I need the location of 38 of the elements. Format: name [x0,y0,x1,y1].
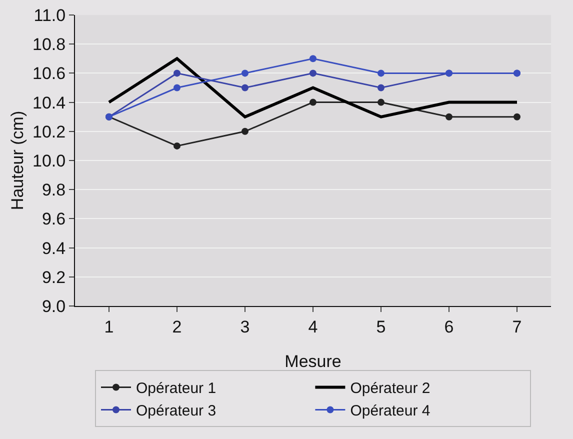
legend-label: Opérateur 2 [350,380,430,398]
y-tick-label: 9.6 [42,210,66,229]
y-tick-label: 11.0 [34,6,66,25]
y-tick-label: 10.2 [32,122,66,142]
y-tick-label: 10.0 [32,151,66,170]
x-tick-label: 2 [172,317,182,336]
y-tick-label: 9.0 [42,296,66,316]
point [378,84,384,92]
x-tick-label: 3 [240,317,250,336]
point [310,98,316,106]
point [242,84,248,92]
point [378,70,384,77]
x-tick-label: 4 [308,317,318,336]
point [174,70,180,77]
x-tick-label: 5 [376,317,386,336]
y-tick-label: 9.8 [42,180,66,200]
point [310,70,316,77]
x-tick-label: 1 [104,317,114,336]
point [514,113,520,120]
point [378,98,384,106]
x-axis-title: Mesure [284,352,342,371]
legend-label: Opérateur 4 [350,402,430,420]
x-tick-label: 7 [512,317,522,336]
legend-label: Opérateur 1 [136,380,216,398]
x-tick-label: 6 [444,317,454,336]
y-tick-label: 10.8 [32,35,66,54]
point [242,128,248,135]
y-tick-label: 10.6 [32,64,66,84]
y-tick-label: 9.4 [42,238,66,258]
y-axis-title: Hauteur (cm) [8,110,28,210]
point [446,113,452,120]
y-tick-label: 9.2 [42,268,66,287]
point [310,55,316,62]
legend-label: Opérateur 3 [136,402,216,420]
point [174,84,180,92]
y-tick-label: 10.4 [32,93,66,112]
point [174,142,180,150]
point [242,70,248,77]
